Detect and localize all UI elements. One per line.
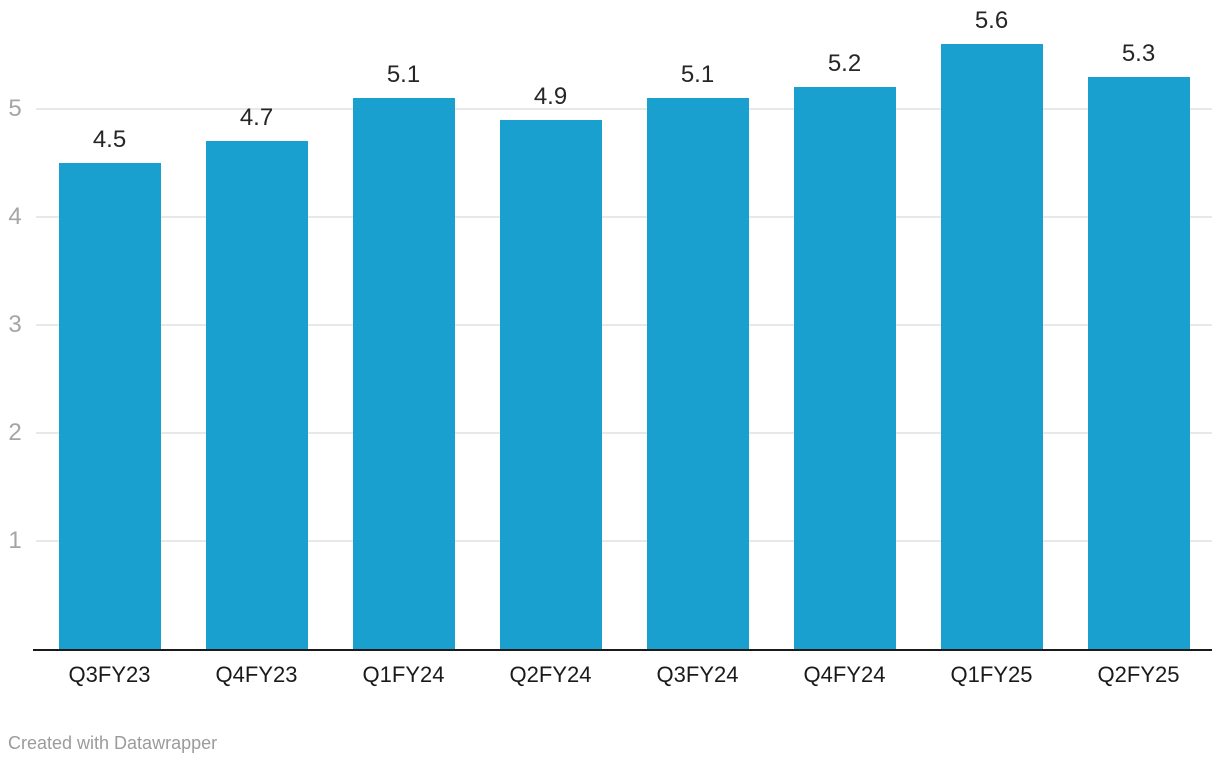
bar-value-label: 5.3 [1121, 39, 1156, 67]
x-axis-tick-label: Q2FY25 [1097, 662, 1180, 687]
y-axis-tick-label: 2 [8, 419, 22, 446]
bar-Q1FY24[interactable] [352, 98, 455, 649]
x-axis-tick-label: Q3FY24 [656, 662, 739, 687]
bar-value-label: 4.5 [92, 126, 127, 153]
x-axis-tick-label: Q4FY23 [215, 662, 298, 687]
x-axis-tick-label: Q2FY24 [509, 662, 592, 687]
bar-value-label: 4.9 [533, 82, 568, 110]
datawrapper-credit-link[interactable]: Created with Datawrapper [8, 733, 218, 753]
y-gridline [36, 216, 1212, 218]
bar-Q3FY23[interactable] [58, 163, 161, 649]
bar-value-label: 5.1 [680, 61, 715, 89]
bar-Q4FY23[interactable] [205, 141, 308, 649]
y-gridline [36, 108, 1212, 110]
bar-value-label: 5.6 [974, 7, 1009, 35]
bar-Q2FY25[interactable] [1087, 76, 1190, 649]
bar-Q3FY24[interactable] [646, 98, 749, 649]
y-axis-tick-label: 5 [8, 95, 22, 122]
bar-value-label: 5.1 [386, 61, 421, 89]
bar-Q2FY24[interactable] [499, 119, 602, 649]
x-axis-tick-label: Q3FY23 [68, 662, 151, 687]
y-gridline [36, 432, 1212, 434]
bar-value-label: 4.7 [239, 104, 274, 132]
y-gridline [36, 540, 1212, 542]
bar-Q4FY24[interactable] [793, 87, 896, 649]
x-axis-line [33, 649, 1212, 651]
bar-Q1FY25[interactable] [940, 44, 1043, 649]
y-axis-tick-label: 3 [8, 311, 22, 338]
bar-value-label: 5.2 [827, 50, 862, 78]
x-axis-tick-label: Q1FY24 [362, 662, 445, 687]
y-gridline [36, 324, 1212, 326]
x-axis-tick-label: Q1FY25 [950, 662, 1033, 687]
y-axis-tick-label: 1 [8, 527, 22, 554]
y-axis-tick-label: 4 [8, 203, 22, 230]
x-axis-tick-label: Q4FY24 [803, 662, 886, 687]
